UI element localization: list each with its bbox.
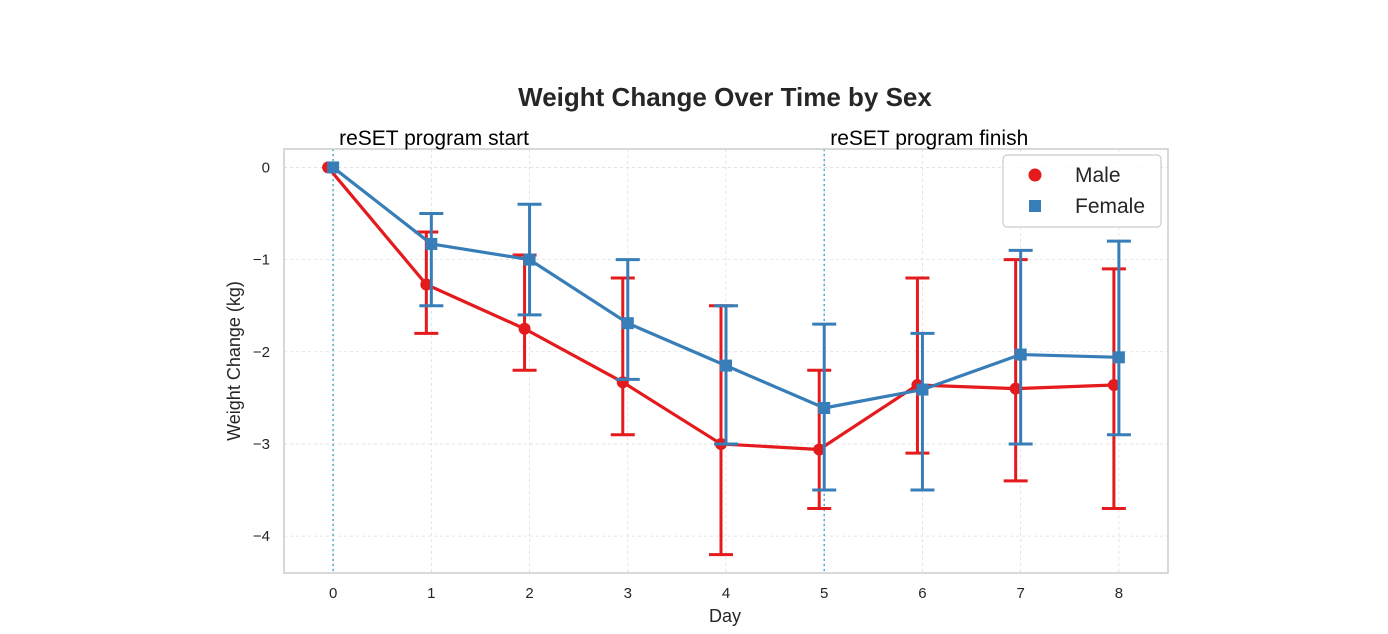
data-point <box>420 278 433 291</box>
annotations: reSET program start reSET program finish <box>339 127 1028 150</box>
data-point <box>327 161 340 174</box>
legend-label-male: Male <box>1075 164 1121 187</box>
legend-box <box>1002 154 1162 228</box>
annotation-label: reSET program finish <box>830 127 1028 150</box>
annotation-label: reSET program start <box>339 127 529 150</box>
chart-title: Weight Change Over Time by Sex <box>518 82 932 112</box>
x-axis-label: Day <box>709 606 741 626</box>
y-tick-label: −3 <box>253 436 270 453</box>
data-point <box>1112 351 1125 364</box>
y-tick-label: −2 <box>253 344 270 361</box>
legend-marker-female <box>1029 200 1041 212</box>
x-tick-label: 6 <box>918 585 926 602</box>
data-point <box>425 237 438 250</box>
x-tick-label: 3 <box>624 585 632 602</box>
x-tick-label: 0 <box>329 585 337 602</box>
legend: Male Female <box>1002 154 1162 228</box>
legend-label-female: Female <box>1075 195 1145 218</box>
legend-marker-male <box>1028 168 1042 182</box>
data-point <box>1009 382 1022 395</box>
x-tick-label: 2 <box>525 585 533 602</box>
data-point <box>916 383 929 396</box>
data-point <box>720 359 732 372</box>
x-tick-label: 4 <box>722 585 730 602</box>
data-point <box>518 322 531 335</box>
data-point <box>621 317 634 330</box>
data-point <box>523 253 536 266</box>
series-female <box>327 161 1131 492</box>
series <box>322 161 1131 557</box>
x-tick-label: 5 <box>820 585 828 602</box>
y-tick-label: −4 <box>253 528 270 545</box>
x-tick-label: 8 <box>1115 585 1123 602</box>
data-point <box>1014 348 1027 361</box>
y-tick-label: −1 <box>253 252 270 269</box>
x-tick-label: 1 <box>427 585 435 602</box>
y-ticks: 0 −1 −2 −3 −4 <box>253 159 270 545</box>
data-point <box>818 402 831 415</box>
y-axis-label: Weight Change (kg) <box>224 281 244 441</box>
plot-area <box>283 148 1169 574</box>
reference-lines <box>332 149 825 573</box>
y-tick-label: 0 <box>262 159 270 176</box>
data-point <box>813 443 826 456</box>
data-point <box>1107 378 1120 391</box>
x-ticks: 0 1 2 3 4 5 6 7 8 <box>329 585 1123 602</box>
x-tick-label: 7 <box>1016 585 1024 602</box>
